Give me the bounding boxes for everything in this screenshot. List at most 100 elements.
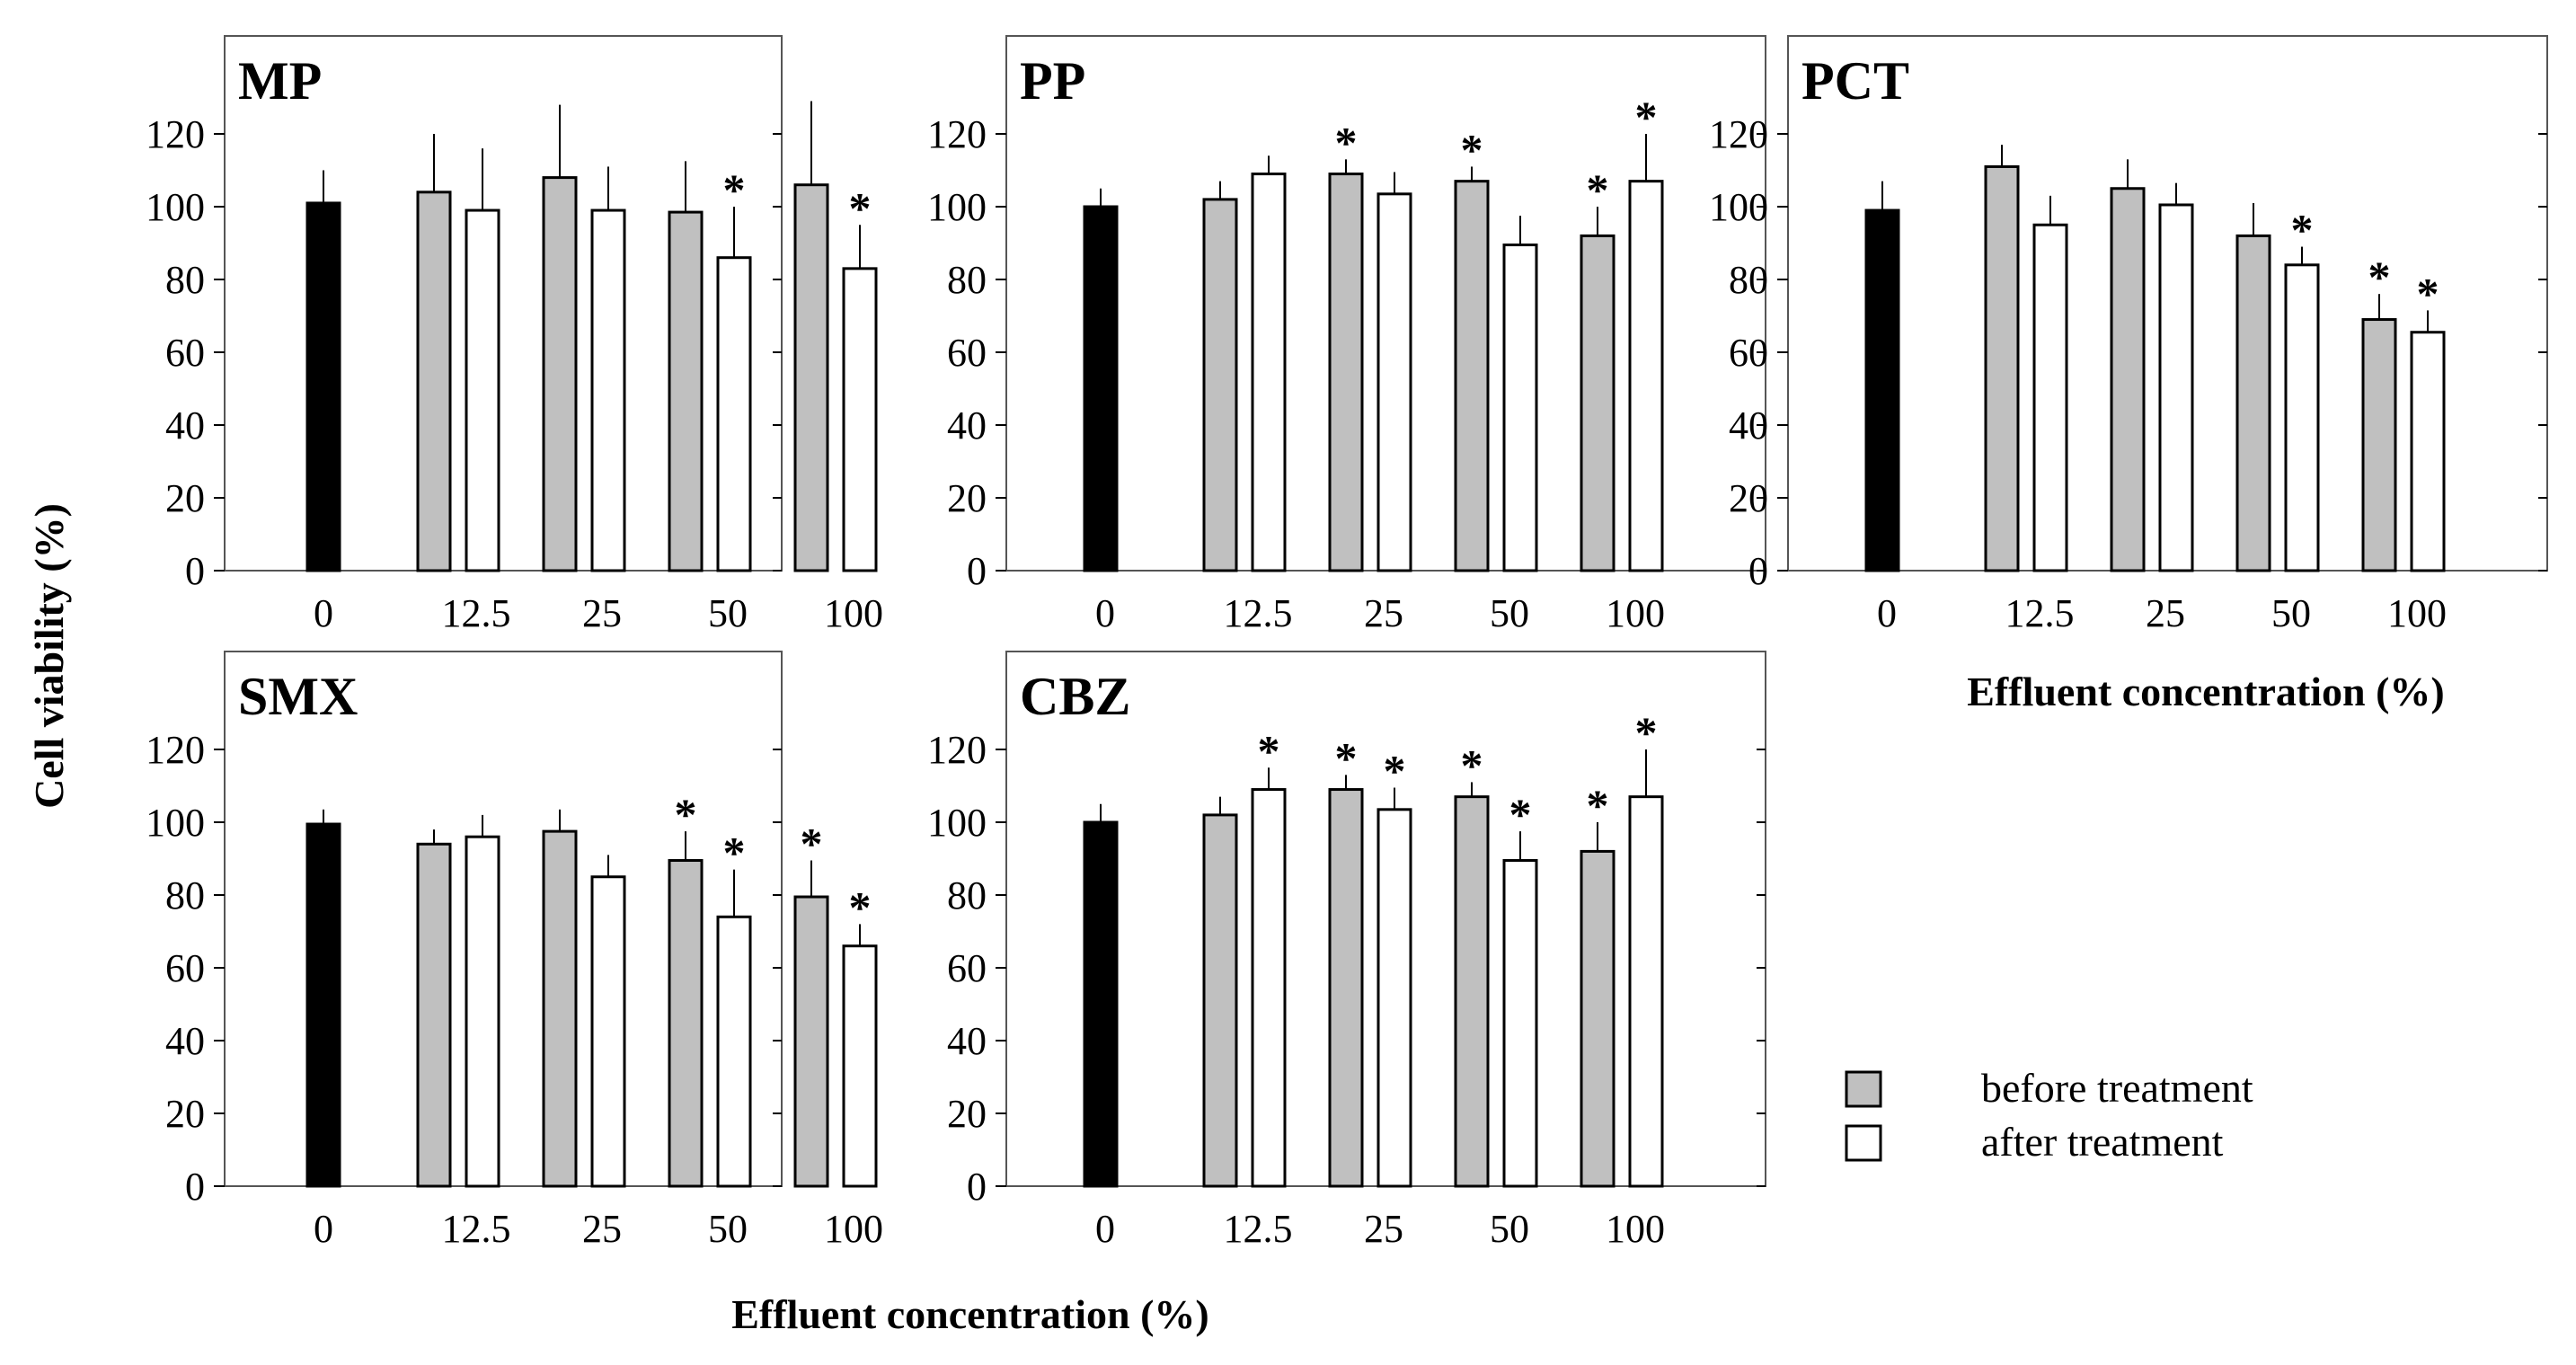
bar-after-12.5 <box>1251 173 1287 572</box>
bar-before-100-significance-star: * <box>801 819 823 869</box>
bar-before-100-significance-star: * <box>2368 252 2391 302</box>
bar-before-12.5 <box>1984 164 2020 572</box>
bar-before-100-significance-star: * <box>1587 164 1609 215</box>
x-tick-label: 12.5 <box>2005 591 2075 635</box>
x-tick-label: 100 <box>824 591 883 635</box>
panel-pct: 0 20 40 60 80 100 120 PCT 0 12.5 25 50 100 * * * <box>1709 35 2548 635</box>
bar-after-12.5 <box>465 835 500 1188</box>
panel-title: MP <box>238 51 322 111</box>
x-tick-label: 50 <box>708 591 748 635</box>
panel-mp: 0 20 40 60 80 100 120 MP 0 12.5 25 50 100 * * <box>146 35 883 635</box>
bar-after-25 <box>1377 192 1412 572</box>
bar-before-25-significance-star: * <box>1335 117 1358 167</box>
bar-after-25 <box>590 875 626 1188</box>
legend: before treatment after treatment <box>1845 1065 2253 1165</box>
y-tick-label: 80 <box>1729 258 1768 302</box>
x-axis-label-top: Effluent concentration (%) <box>1967 669 2444 714</box>
panel-title: CBZ <box>1020 667 1130 726</box>
y-tick-label: 40 <box>947 1019 987 1063</box>
x-tick-label: 50 <box>1490 1207 1529 1251</box>
bar-before-25 <box>2110 187 2146 572</box>
bar-before-50 <box>668 859 704 1188</box>
bar-before-50-significance-star: * <box>1461 124 1483 174</box>
y-tick-label: 100 <box>146 185 205 229</box>
y-tick-label: 0 <box>185 549 205 593</box>
y-tick-label: 0 <box>967 549 987 593</box>
x-tick-label: 25 <box>1364 591 1403 635</box>
y-tick-label: 120 <box>927 112 987 156</box>
bar-after-100 <box>2410 331 2446 572</box>
panel-title: PP <box>1020 51 1085 111</box>
bar-after-100-significance-star: * <box>849 882 872 932</box>
y-tick-label: 100 <box>146 801 205 845</box>
panel-smx: 0 20 40 60 80 100 120 SMX 0 12.5 25 50 100 * * * * <box>146 651 883 1251</box>
bar-before-25 <box>542 829 578 1188</box>
y-tick-label: 40 <box>947 403 987 448</box>
x-tick-label: 0 <box>1877 591 1897 635</box>
y-tick-label: 100 <box>927 801 987 845</box>
bar-before-12.5 <box>416 191 452 572</box>
y-tick-label: 20 <box>165 476 205 520</box>
x-tick-label: 100 <box>824 1207 883 1251</box>
y-tick-label: 40 <box>165 403 205 448</box>
bar-after-50 <box>1502 859 1538 1188</box>
x-tick-label: 25 <box>2146 591 2185 635</box>
bar-after-50-significance-star: * <box>1509 789 1532 839</box>
bar-after-25-significance-star: * <box>1384 746 1406 796</box>
panel-frame <box>224 651 783 1187</box>
bar-before-100 <box>1580 234 1616 572</box>
bar-before-50 <box>1454 795 1490 1188</box>
bar-after-50 <box>2284 263 2320 572</box>
x-tick-label: 25 <box>1364 1207 1403 1251</box>
panel-frame <box>224 35 783 572</box>
bar-before-100 <box>1580 849 1616 1188</box>
y-tick-label: 80 <box>947 873 987 917</box>
y-tick-label: 80 <box>165 873 205 917</box>
y-tick-label: 100 <box>1709 185 1768 229</box>
bar-after-100 <box>1628 180 1664 572</box>
y-tick-label: 20 <box>165 1092 205 1136</box>
x-axis-label-bottom: Effluent concentration (%) <box>731 1291 1208 1337</box>
x-tick-label: 50 <box>2271 591 2311 635</box>
bar-before-50 <box>668 210 704 572</box>
y-tick-label: 60 <box>947 331 987 375</box>
bar-before-50 <box>1454 180 1490 572</box>
y-tick-label: 120 <box>1709 112 1768 156</box>
x-tick-label: 25 <box>582 591 622 635</box>
legend-swatch-after <box>1845 1124 1882 1162</box>
x-tick-label: 100 <box>2387 591 2447 635</box>
y-tick-label: 20 <box>1729 476 1768 520</box>
bar-before-12.5 <box>1202 198 1238 572</box>
bar-after-12.5 <box>1251 788 1287 1188</box>
bar-before-50 <box>2235 234 2271 572</box>
y-tick-label: 120 <box>927 728 987 772</box>
bar-before-50-significance-star: * <box>675 789 697 839</box>
y-tick-label: 0 <box>1748 549 1768 593</box>
x-tick-label: 0 <box>1095 591 1115 635</box>
bar-before-25-significance-star: * <box>1335 732 1358 783</box>
bar-after-100-significance-star: * <box>849 182 872 233</box>
x-tick-label: 12.5 <box>1224 591 1293 635</box>
control-bar <box>305 201 341 572</box>
bar-after-12.5 <box>2032 223 2068 572</box>
panel-pp: 0 20 40 60 80 100 120 PP 0 12.5 25 50 100 * * * * <box>927 35 1766 635</box>
bar-before-100 <box>2361 318 2397 572</box>
bar-after-50-significance-star: * <box>2291 205 2314 255</box>
y-tick-label: 80 <box>947 258 987 302</box>
x-tick-label: 25 <box>582 1207 622 1251</box>
panel-cbz: 0 20 40 60 80 100 120 CBZ 0 12.5 25 50 100 * * * * * * * <box>927 651 1766 1251</box>
bar-before-25 <box>542 176 578 572</box>
y-tick-label: 20 <box>947 1092 987 1136</box>
bar-after-100-significance-star: * <box>1635 92 1658 142</box>
bar-after-100-significance-star: * <box>2417 268 2439 318</box>
bar-after-50 <box>716 256 752 572</box>
chart-panels: 0 20 40 60 80 100 120 MP 0 12.5 25 50 100 * * 0 20 40 60 80… <box>146 35 2548 1251</box>
bar-before-12.5 <box>416 842 452 1188</box>
bar-before-25 <box>1328 788 1364 1188</box>
x-tick-label: 0 <box>314 591 333 635</box>
legend-label-before: before treatment <box>1981 1065 2253 1111</box>
bar-before-12.5 <box>1202 813 1238 1188</box>
x-tick-label: 0 <box>1095 1207 1115 1251</box>
y-tick-label: 100 <box>927 185 987 229</box>
